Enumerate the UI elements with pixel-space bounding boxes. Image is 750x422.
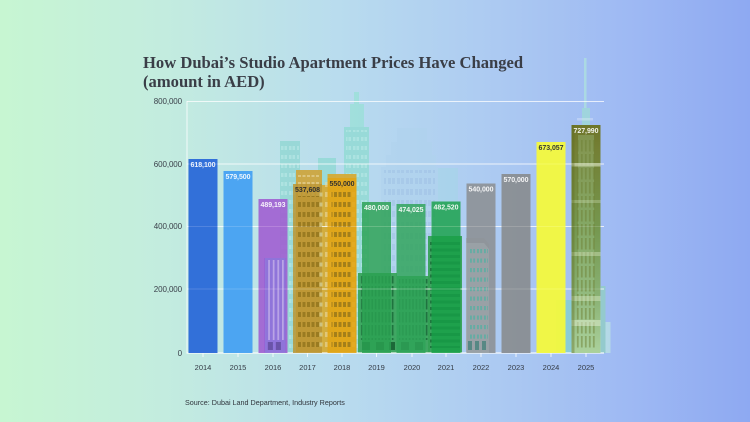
svg-text:618,100: 618,100 [191,162,216,169]
svg-text:489,193: 489,193 [261,202,286,209]
svg-text:550,000: 550,000 [330,181,355,188]
svg-text:579,500: 579,500 [226,174,251,181]
svg-text:480,000: 480,000 [364,205,389,212]
svg-text:540,000: 540,000 [469,187,494,194]
svg-text:482,520: 482,520 [434,205,459,212]
svg-text:474,025: 474,025 [399,207,424,214]
svg-text:673,057: 673,057 [539,145,564,152]
svg-text:537,608: 537,608 [295,187,320,194]
svg-text:570,000: 570,000 [504,177,529,184]
svg-text:727,990: 727,990 [574,128,599,135]
